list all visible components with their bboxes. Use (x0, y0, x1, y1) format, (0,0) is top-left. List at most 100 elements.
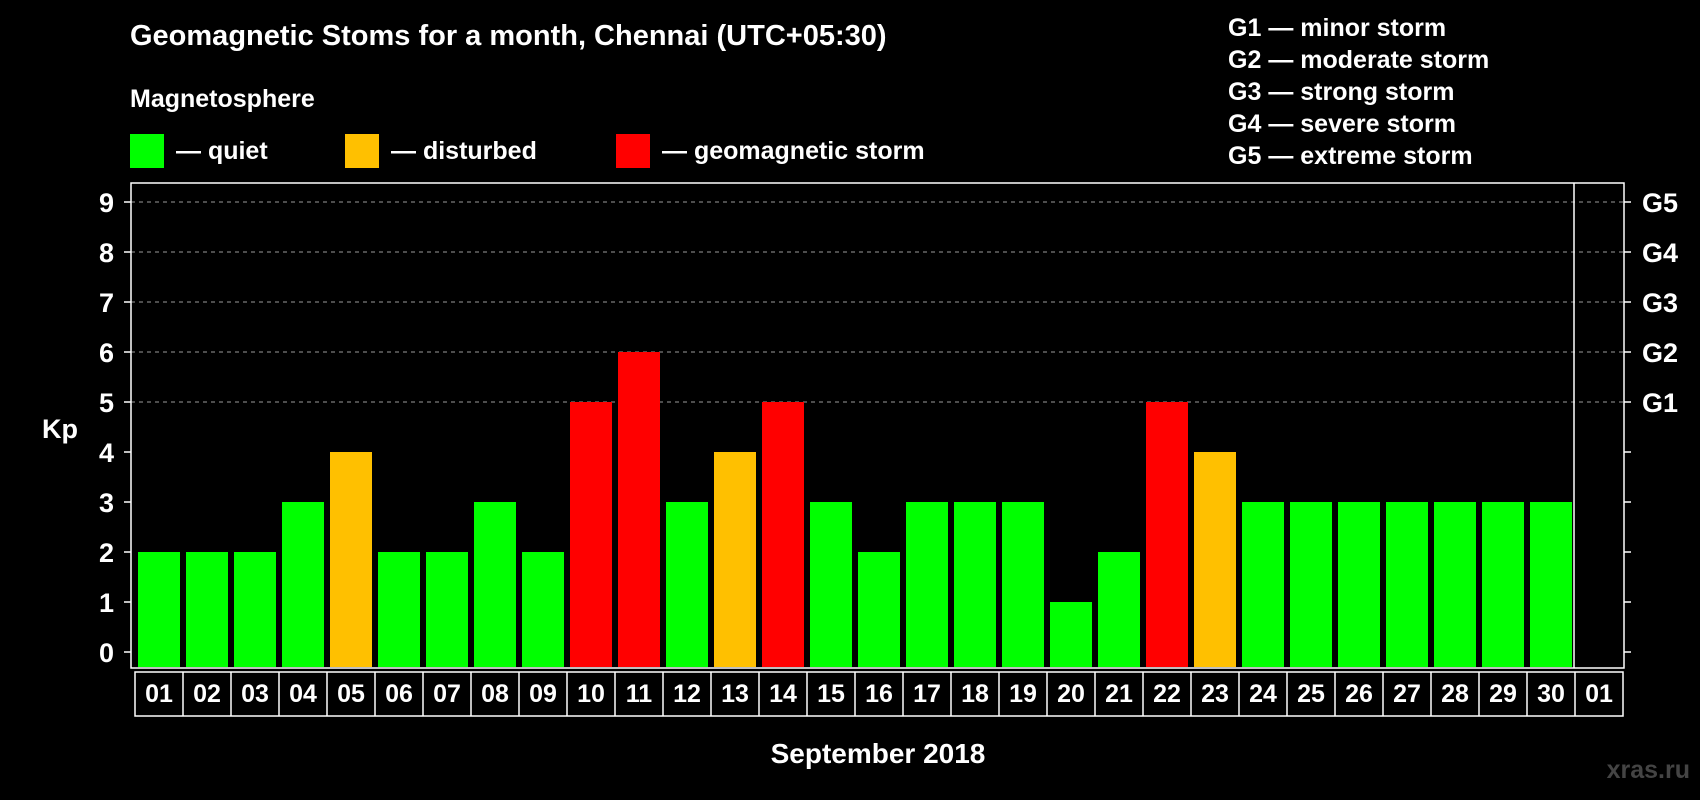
kp-bar (1290, 502, 1332, 667)
y-tick-label: 6 (99, 338, 114, 368)
kp-bar (1050, 602, 1092, 667)
day-label: 17 (913, 680, 941, 708)
storm-code: G5 (1228, 142, 1262, 170)
storm-dash: — (1268, 78, 1294, 106)
storm-label: minor storm (1300, 14, 1447, 42)
day-label: 11 (626, 680, 653, 708)
day-label: 06 (385, 680, 413, 708)
kp-bar (474, 502, 516, 667)
y-tick-label: 8 (99, 238, 114, 268)
storm-code: G4 (1228, 110, 1262, 138)
day-label: 08 (481, 680, 509, 708)
watermark: xras.ru (1606, 756, 1690, 784)
day-label: 12 (673, 680, 701, 708)
kp-bar (954, 502, 996, 667)
kp-bar (234, 552, 276, 667)
legend-item-disturbed: — disturbed (345, 134, 537, 168)
y-tick-label: 9 (99, 188, 114, 218)
storm-dash: — (1268, 142, 1294, 170)
kp-bar (1194, 452, 1236, 667)
y-axis-title: Kp (42, 414, 78, 444)
kp-bar (426, 552, 468, 667)
kp-bar (666, 502, 708, 667)
kp-bar (522, 552, 564, 667)
day-label: 01 (145, 680, 173, 708)
storm-label: severe storm (1300, 110, 1456, 138)
storm-dash: — (1268, 14, 1294, 42)
kp-bar (906, 502, 948, 667)
storm-code: G2 (1228, 46, 1262, 74)
kp-bar (618, 352, 660, 667)
right-axis-label: G4 (1642, 238, 1678, 268)
y-tick-label: 4 (99, 438, 114, 468)
kp-bar (1386, 502, 1428, 667)
storm-dash: — (1268, 46, 1294, 74)
legend-item-storm: — geomagnetic storm (616, 134, 925, 168)
storm-label: extreme storm (1300, 142, 1473, 170)
day-label: 16 (865, 680, 893, 708)
day-label: 26 (1345, 680, 1373, 708)
kp-bar (282, 502, 324, 667)
storm-label: moderate storm (1300, 46, 1490, 74)
day-label: 19 (1009, 680, 1037, 708)
day-label: 07 (433, 680, 461, 708)
legend-label-quiet: — quiet (176, 136, 268, 165)
kp-bar (378, 552, 420, 667)
kp-bar (1530, 502, 1572, 667)
y-tick-label: 5 (99, 388, 114, 418)
y-tick-label: 2 (99, 538, 114, 568)
x-axis-title: September 2018 (771, 738, 986, 769)
day-label: 27 (1393, 680, 1421, 708)
storm-code: G1 (1228, 14, 1262, 42)
right-axis-label: G1 (1642, 388, 1678, 418)
y-tick-label: 1 (99, 588, 114, 618)
kp-bar (1098, 552, 1140, 667)
day-label: 05 (337, 680, 365, 708)
kp-bar (1146, 402, 1188, 667)
day-label: 22 (1153, 680, 1181, 708)
day-label: 02 (193, 680, 221, 708)
day-label: 28 (1441, 680, 1469, 708)
day-label: 30 (1537, 680, 1565, 708)
day-label: 13 (721, 680, 749, 708)
right-axis-label: G5 (1642, 188, 1678, 218)
kp-bar (858, 552, 900, 667)
day-label-strip (134, 671, 1624, 717)
kp-bar (1482, 502, 1524, 667)
day-label: 04 (289, 680, 317, 708)
kp-bar (1002, 502, 1044, 667)
right-axis-label: G2 (1642, 338, 1678, 368)
storm-scale-legend: G1 — minor storm G2 — moderate storm G3 … (1228, 12, 1489, 172)
storm-scale-row-g1: G1 — minor storm (1228, 12, 1489, 44)
day-label: 24 (1249, 680, 1277, 708)
kp-bar (570, 402, 612, 667)
kp-bar (1434, 502, 1476, 667)
legend-swatch-disturbed (345, 134, 379, 168)
day-label: 21 (1105, 680, 1133, 708)
legend: — quiet — disturbed — geomagnetic storm (130, 134, 1030, 168)
storm-dash: — (1268, 110, 1294, 138)
legend-label-disturbed: — disturbed (391, 136, 537, 165)
day-label: 18 (961, 680, 989, 708)
kp-bar (1242, 502, 1284, 667)
storm-scale-row-g5: G5 — extreme storm (1228, 140, 1489, 172)
storm-scale-row-g4: G4 — severe storm (1228, 108, 1489, 140)
storm-code: G3 (1228, 78, 1262, 106)
storm-scale-row-g3: G3 — strong storm (1228, 76, 1489, 108)
kp-bar (138, 552, 180, 667)
legend-label-storm: — geomagnetic storm (662, 136, 925, 165)
day-label: 23 (1201, 680, 1229, 708)
legend-swatch-quiet (130, 134, 164, 168)
kp-bar (810, 502, 852, 667)
kp-bar (762, 402, 804, 667)
kp-bar (714, 452, 756, 667)
day-label: 01 (1585, 680, 1613, 708)
day-label: 03 (241, 680, 269, 708)
day-label: 14 (769, 680, 797, 708)
day-label: 09 (529, 680, 557, 708)
legend-heading: Magnetosphere (130, 85, 315, 113)
day-label: 15 (817, 680, 845, 708)
y-tick-label: 0 (99, 638, 114, 668)
day-label: 20 (1057, 680, 1085, 708)
